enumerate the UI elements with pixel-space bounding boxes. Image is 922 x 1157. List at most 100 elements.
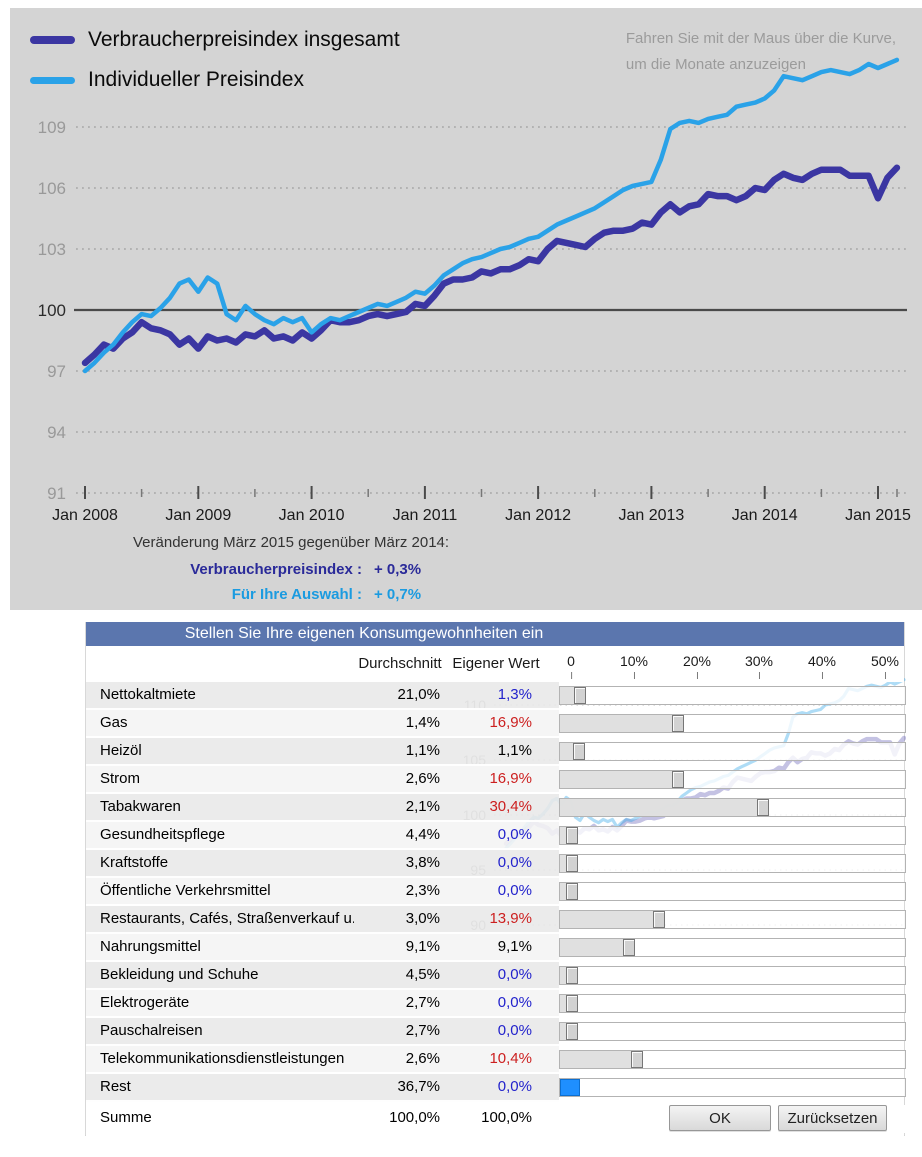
cell-gap: [538, 962, 559, 990]
slider-fill: [560, 715, 678, 732]
weight-slider[interactable]: [559, 906, 906, 934]
table-row-heizoel: Heizöl 1,1% 1,1%: [86, 738, 906, 766]
scale-tick-30: 30%: [744, 653, 774, 679]
svg-text:103: 103: [38, 240, 66, 259]
category-label: Heizöl: [86, 738, 354, 766]
reset-button[interactable]: Zurücksetzen: [778, 1105, 887, 1131]
slider-handle[interactable]: [566, 995, 578, 1012]
slider-track[interactable]: [559, 714, 906, 733]
slider-handle[interactable]: [566, 855, 578, 872]
slider-handle[interactable]: [631, 1051, 643, 1068]
own-value: 16,9%: [446, 766, 538, 794]
table-row-strom: Strom 2,6% 16,9%: [86, 766, 906, 794]
weight-slider[interactable]: [559, 710, 906, 738]
slider-track[interactable]: [559, 826, 906, 845]
category-label: Elektrogeräte: [86, 990, 354, 1018]
column-header-row: Durchschnitt Eigener Wert 0 10% 20% 30% …: [86, 646, 904, 682]
own-value: 0,0%: [446, 990, 538, 1018]
cell-gap: [538, 1074, 559, 1102]
slider-track[interactable]: [559, 686, 906, 705]
category-label: Nahrungsmittel: [86, 934, 354, 962]
table-row-kraftstoffe: Kraftstoffe 3,8% 0,0%: [86, 850, 906, 878]
own-value: 1,3%: [446, 682, 538, 710]
weight-slider[interactable]: [559, 990, 906, 1018]
own-value: 0,0%: [446, 962, 538, 990]
slider-handle[interactable]: [566, 1023, 578, 1040]
cell-gap: [538, 990, 559, 1018]
weight-slider[interactable]: [559, 962, 906, 990]
vpi-change-value: + 0,3%: [374, 561, 422, 578]
category-label: Gas: [86, 710, 354, 738]
svg-text:Jan 2013: Jan 2013: [618, 507, 684, 524]
own-value: 9,1%: [446, 934, 538, 962]
slider-track[interactable]: [559, 798, 906, 817]
slider-handle[interactable]: [566, 967, 578, 984]
slider-track[interactable]: [559, 1050, 906, 1069]
average-value: 2,6%: [354, 1046, 446, 1074]
category-label: Strom: [86, 766, 354, 794]
slider-handle[interactable]: [653, 911, 665, 928]
slider-track[interactable]: [559, 994, 906, 1013]
cell-gap: [538, 878, 559, 906]
change-summary: Veränderung März 2015 gegenüber März 201…: [122, 534, 449, 607]
slider-track[interactable]: [559, 742, 906, 761]
weight-slider[interactable]: [559, 934, 906, 962]
own-value: 0,0%: [446, 878, 538, 906]
cell-gap: [538, 1105, 559, 1133]
table-row-tabakwaren: Tabakwaren 2,1% 30,4%: [86, 794, 906, 822]
slider-handle[interactable]: [574, 687, 586, 704]
category-label: Nettokaltmiete: [86, 682, 354, 710]
slider-track[interactable]: [559, 910, 906, 929]
slider-handle[interactable]: [623, 939, 635, 956]
own-column-header: Eigener Wert: [452, 655, 540, 672]
table-row-gas: Gas 1,4% 16,9%: [86, 710, 906, 738]
svg-text:Jan 2012: Jan 2012: [505, 507, 571, 524]
legend-label-vpi: Verbraucherpreisindex insgesamt: [88, 28, 400, 51]
sum-average-value: 100,0%: [354, 1105, 446, 1133]
weight-slider[interactable]: [559, 1046, 906, 1074]
slider-handle[interactable]: [672, 715, 684, 732]
slider-track[interactable]: [559, 966, 906, 985]
slider-track[interactable]: [559, 1022, 906, 1041]
average-value: 3,0%: [354, 906, 446, 934]
svg-text:Jan 2011: Jan 2011: [393, 507, 458, 524]
slider-handle[interactable]: [573, 743, 585, 760]
slider-track[interactable]: [559, 854, 906, 873]
average-value: 2,1%: [354, 794, 446, 822]
weight-slider[interactable]: [559, 1018, 906, 1046]
weight-slider[interactable]: [559, 850, 906, 878]
own-value: 0,0%: [446, 850, 538, 878]
slider-track[interactable]: [559, 938, 906, 957]
slider-handle[interactable]: [757, 799, 769, 816]
slider-track[interactable]: [559, 882, 906, 901]
svg-text:109: 109: [38, 118, 66, 137]
own-value: 0,0%: [446, 822, 538, 850]
weight-slider[interactable]: [559, 766, 906, 794]
weight-slider[interactable]: [559, 822, 906, 850]
table-row-rest: Rest 36,7% 0,0%: [86, 1074, 906, 1102]
price-index-chart[interactable]: 91 94 97 100 103 106 109 Jan 2008 Jan 2009 Jan 20…: [10, 8, 922, 610]
slider-track[interactable]: [559, 770, 906, 789]
slider-handle[interactable]: [566, 827, 578, 844]
scale-tick-20: 20%: [682, 653, 712, 679]
sum-row: Summe 100,0% 100,0% OK Zurücksetzen: [86, 1102, 906, 1136]
slider-handle[interactable]: [566, 883, 578, 900]
weight-slider[interactable]: [559, 682, 906, 710]
table-row-pauschalreisen: Pauschalreisen 2,7% 0,0%: [86, 1018, 906, 1046]
weight-slider[interactable]: [559, 878, 906, 906]
weight-slider: [559, 1074, 906, 1102]
weight-slider[interactable]: [559, 794, 906, 822]
vpi-line-swatch-icon: [30, 36, 75, 44]
slider-fill: [560, 799, 763, 816]
table-row-elektrogeraete: Elektrogeräte 2,7% 0,0%: [86, 990, 906, 1018]
scale-tick-40: 40%: [807, 653, 837, 679]
average-value: 36,7%: [354, 1074, 446, 1102]
weight-slider[interactable]: [559, 738, 906, 766]
slider-handle[interactable]: [672, 771, 684, 788]
own-value: 10,4%: [446, 1046, 538, 1074]
ok-button[interactable]: OK: [669, 1105, 771, 1131]
selection-change-row: Für Ihre Auswahl : + 0,7%: [122, 582, 449, 607]
category-table: Nettokaltmiete 21,0% 1,3% Gas 1,4% 16,9%…: [86, 682, 906, 1102]
table-row-bekleidung: Bekleidung und Schuhe 4,5% 0,0%: [86, 962, 906, 990]
slider-scale: 0 10% 20% 30% 40% 50%: [559, 646, 906, 682]
